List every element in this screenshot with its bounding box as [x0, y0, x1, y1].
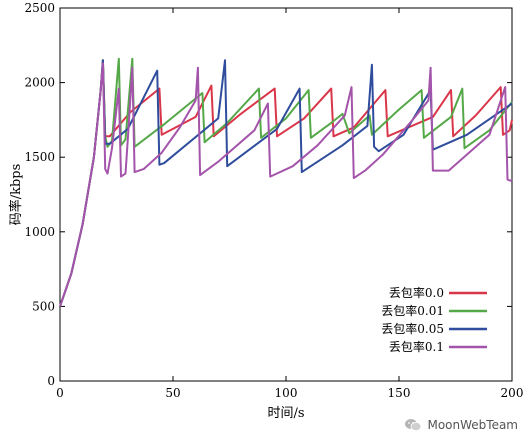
x-tick-label: 50 [165, 386, 180, 400]
y-tick-label: 0 [47, 374, 55, 388]
y-tick-label: 500 [32, 299, 55, 313]
legend-label: 丢包率0.1 [389, 339, 444, 354]
x-axis-label: 时间/s [267, 406, 304, 421]
series-line-0 [59, 59, 513, 307]
legend: 丢包率0.0 丢包率0.01 丢包率0.05 丢包率0.1 [381, 285, 487, 354]
x-tick-label: 100 [275, 386, 298, 400]
series-lines [59, 57, 513, 307]
x-tick-label: 0 [56, 386, 64, 400]
plot-frame [59, 7, 513, 382]
y-tick-label: 2000 [24, 76, 55, 90]
series-line-2 [59, 59, 513, 307]
legend-label: 丢包率0.01 [381, 303, 444, 318]
y-tick-label: 1000 [24, 225, 55, 239]
x-tick-label: 200 [501, 386, 524, 400]
y-axis-label: 码率/kbps [8, 164, 24, 226]
series-line-3 [59, 62, 513, 307]
y-tick-label: 1500 [24, 150, 55, 164]
watermark-text: MoonWebTeam [427, 418, 518, 432]
legend-label: 丢包率0.05 [381, 321, 444, 336]
y-tick-label: 2500 [24, 1, 55, 15]
watermark: MoonWebTeam [404, 418, 518, 432]
series-line-1 [59, 57, 513, 307]
legend-label: 丢包率0.0 [389, 285, 444, 300]
wechat-icon [405, 419, 422, 432]
x-tick-label: 150 [388, 386, 411, 400]
